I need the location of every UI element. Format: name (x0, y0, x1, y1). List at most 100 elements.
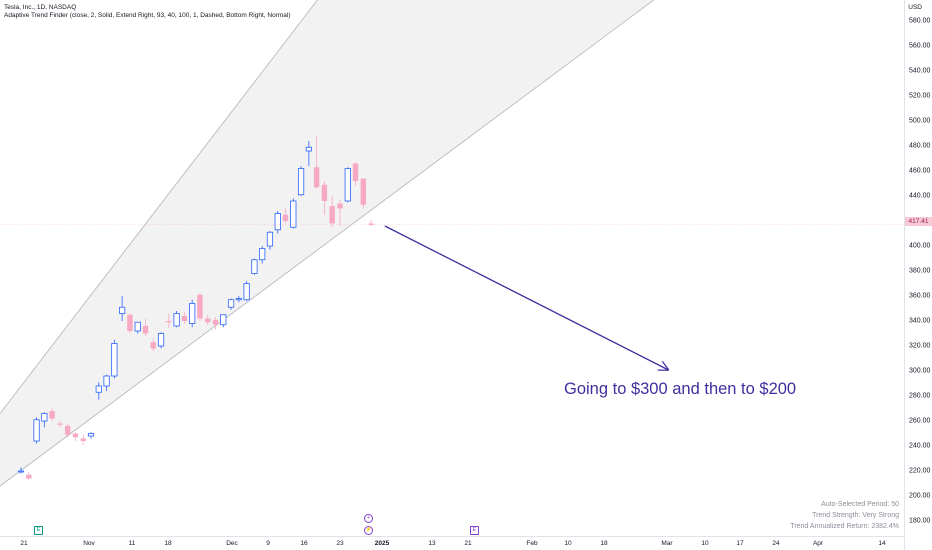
price-tick-label: 400.00 (909, 242, 931, 250)
candle-body[interactable] (80, 438, 86, 442)
candle-body[interactable] (329, 206, 335, 224)
candle-body[interactable] (290, 200, 297, 228)
time-tick-label: 11 (128, 540, 136, 547)
candle-body[interactable] (17, 470, 25, 473)
time-tick-label: 18 (164, 540, 172, 547)
time-tick-label: 21 (20, 540, 28, 547)
candle-body[interactable] (212, 319, 219, 325)
time-tick-label: 24 (772, 540, 780, 547)
last-price-badge: 417.41 (905, 217, 932, 226)
stat-period: Auto-Selected Period: 50 (821, 501, 899, 508)
trend-channel-fill (0, 0, 654, 486)
price-tick-label: 340.00 (909, 317, 931, 325)
price-tick-label: 380.00 (909, 267, 931, 275)
candle-body[interactable] (72, 433, 79, 438)
indicator-legend[interactable]: Adaptive Trend Finder (close, 2, Solid, … (4, 12, 291, 19)
candle-body[interactable] (220, 314, 227, 326)
candle-body[interactable] (313, 167, 320, 188)
earnings-event-icon[interactable]: E (34, 526, 43, 535)
time-tick-label: 23 (336, 540, 344, 547)
candle-body[interactable] (87, 433, 95, 437)
candle-body[interactable] (344, 168, 351, 202)
price-tick-label: 520.00 (909, 92, 931, 100)
candle-body[interactable] (259, 248, 266, 261)
dividend-event-icon[interactable]: + (364, 514, 373, 523)
candle-body[interactable] (266, 231, 274, 247)
candle-body[interactable] (134, 321, 141, 332)
candle-body[interactable] (235, 298, 242, 301)
price-tick-label: 580.00 (909, 17, 931, 25)
candle-body[interactable] (197, 294, 203, 319)
currency-label[interactable]: USD (908, 4, 922, 11)
time-tick-label: 16 (300, 540, 308, 547)
price-tick-label: 280.00 (909, 392, 931, 400)
candle-body[interactable] (274, 213, 281, 231)
price-tick-label: 260.00 (909, 417, 931, 425)
candle-body[interactable] (142, 326, 149, 334)
price-tick-label: 300.00 (909, 367, 931, 375)
time-tick-label: 21 (464, 540, 472, 547)
trend-channel-lower-line[interactable] (0, 0, 904, 487)
candle-body[interactable] (282, 214, 289, 221)
candle-body[interactable] (111, 343, 118, 377)
candle-body[interactable] (205, 318, 211, 323)
earnings-upcoming-icon[interactable]: E (470, 526, 479, 535)
candle-body[interactable] (41, 413, 48, 422)
candles-group (17, 136, 374, 480)
candle-body[interactable] (243, 283, 250, 301)
price-tick-label: 220.00 (909, 467, 931, 475)
annotation-text[interactable]: Going to $300 and then to $200 (564, 380, 797, 398)
time-tick-label: Dec (226, 540, 238, 547)
candle-body[interactable] (95, 385, 102, 393)
price-tick-label: 460.00 (909, 167, 931, 175)
candle-body[interactable] (127, 314, 133, 331)
time-tick-label: Mar (661, 540, 673, 547)
split-event-icon[interactable]: ⚡ (364, 526, 373, 535)
candle-body[interactable] (368, 223, 374, 225)
candle-body[interactable] (337, 203, 343, 209)
price-tick-label: 360.00 (909, 292, 931, 300)
price-tick-label: 540.00 (909, 67, 931, 75)
price-tick-label: 200.00 (909, 492, 931, 500)
candle-body[interactable] (64, 426, 71, 435)
trend-channel-upper-line[interactable] (0, 0, 904, 414)
candle-body[interactable] (157, 333, 165, 347)
candle-body[interactable] (305, 146, 312, 152)
candle-body[interactable] (119, 306, 126, 314)
time-tick-label: 2025 (374, 540, 390, 547)
candle-body[interactable] (57, 423, 63, 425)
candle-body[interactable] (49, 411, 55, 419)
price-tick-label: 180.00 (909, 517, 931, 525)
time-tick-label: Nov (83, 540, 95, 547)
price-tick-label: 240.00 (909, 442, 931, 450)
stat-strength: Trend Strength: Very Strong (812, 512, 899, 519)
candle-body[interactable] (150, 342, 156, 349)
candle-body[interactable] (227, 299, 235, 308)
price-tick-label: 480.00 (909, 142, 931, 150)
time-tick-label: 17 (736, 540, 744, 547)
time-tick-label: Apr (812, 540, 824, 547)
candle-body[interactable] (189, 303, 196, 324)
candle-body[interactable] (251, 259, 258, 274)
time-tick-label: 10 (564, 540, 572, 547)
time-tick-label: 9 (266, 540, 270, 547)
candle-body[interactable] (297, 168, 305, 196)
candle-body[interactable] (181, 316, 188, 321)
candle-body[interactable] (321, 184, 328, 201)
candle-body[interactable] (360, 178, 367, 205)
candle-body[interactable] (33, 419, 40, 442)
price-tick-label: 500.00 (909, 117, 931, 125)
time-tick-label: 13 (428, 540, 436, 547)
candle-body[interactable] (26, 474, 32, 479)
price-tick-label: 560.00 (909, 42, 931, 50)
projection-arrow[interactable] (384, 225, 668, 370)
time-tick-label: Feb (526, 540, 538, 547)
candle-body[interactable] (352, 163, 359, 182)
time-tick-label: 10 (701, 540, 709, 547)
price-tick-label: 320.00 (909, 342, 931, 350)
symbol-title[interactable]: Tesla, Inc., 1D, NASDAQ (4, 4, 77, 11)
candle-body[interactable] (103, 375, 110, 387)
candle-body[interactable] (166, 321, 172, 323)
candle-body[interactable] (173, 313, 180, 327)
